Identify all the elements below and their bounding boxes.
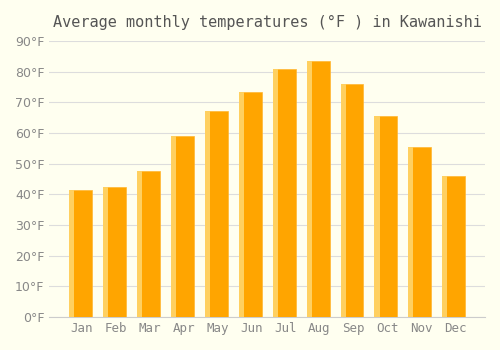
Bar [411,147,432,317]
Bar [340,84,345,317]
Bar [408,147,414,317]
Bar [272,69,278,317]
Bar [343,84,363,317]
Bar [374,116,380,317]
Bar [309,61,330,317]
Bar [239,92,244,317]
Bar [140,172,160,317]
Bar [208,112,228,317]
Bar [275,69,295,317]
Bar [205,112,210,317]
Bar [69,190,74,317]
Title: Average monthly temperatures (°F ) in Kawanishi: Average monthly temperatures (°F ) in Ka… [52,15,482,30]
Bar [442,176,448,317]
Bar [72,190,92,317]
Bar [171,136,176,317]
Bar [445,176,465,317]
Bar [377,116,398,317]
Bar [106,187,126,317]
Bar [174,136,194,317]
Bar [137,172,142,317]
Bar [306,61,312,317]
Bar [103,187,108,317]
Bar [242,92,262,317]
